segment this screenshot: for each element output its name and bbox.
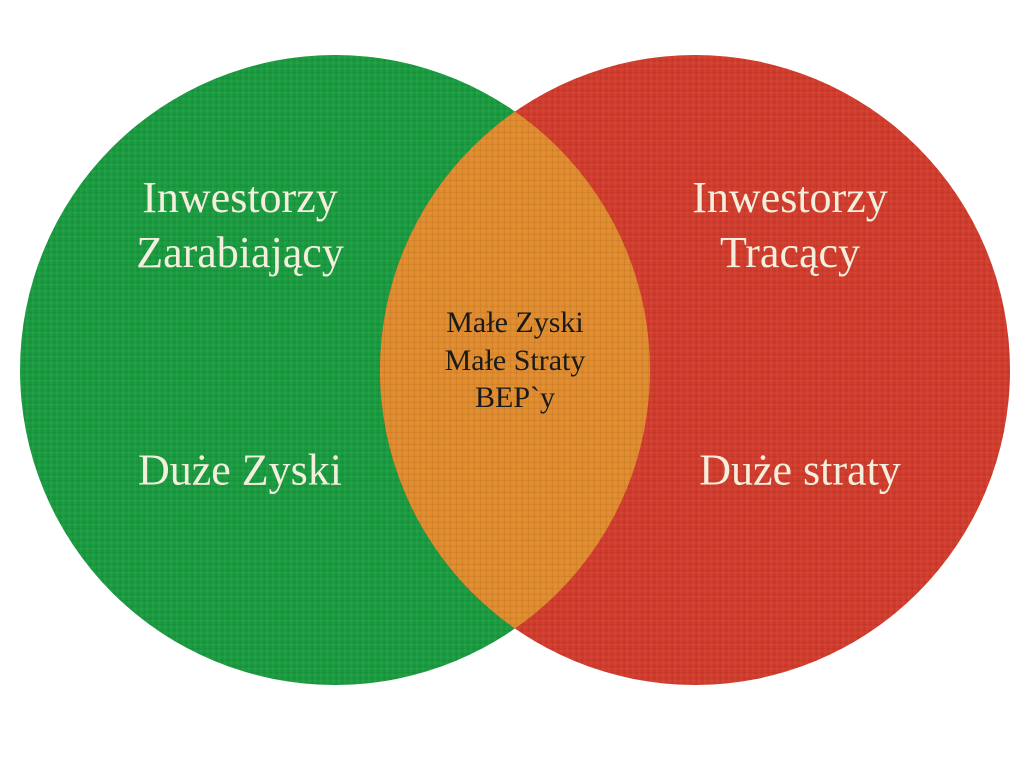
right-sub-text: Duże straty — [699, 446, 901, 495]
center-line3: BEP`y — [475, 381, 555, 414]
right-title-line1: Inwestorzy — [692, 173, 888, 222]
right-sub: Duże straty — [699, 443, 901, 498]
right-title-line2: Tracący — [720, 228, 860, 277]
center-line2: Małe Straty — [445, 343, 586, 376]
left-sub-text: Duże Zyski — [138, 446, 342, 495]
left-title: Inwestorzy Zarabiający — [136, 170, 344, 280]
venn-diagram: Inwestorzy Zarabiający Duże Zyski Inwest… — [0, 0, 1024, 768]
right-title: Inwestorzy Tracący — [692, 170, 888, 280]
center-line1: Małe Zyski — [446, 306, 583, 339]
left-title-line1: Inwestorzy — [142, 173, 338, 222]
left-title-line2: Zarabiający — [136, 228, 344, 277]
left-sub: Duże Zyski — [138, 443, 342, 498]
center-label: Małe Zyski Małe Straty BEP`y — [445, 304, 586, 417]
